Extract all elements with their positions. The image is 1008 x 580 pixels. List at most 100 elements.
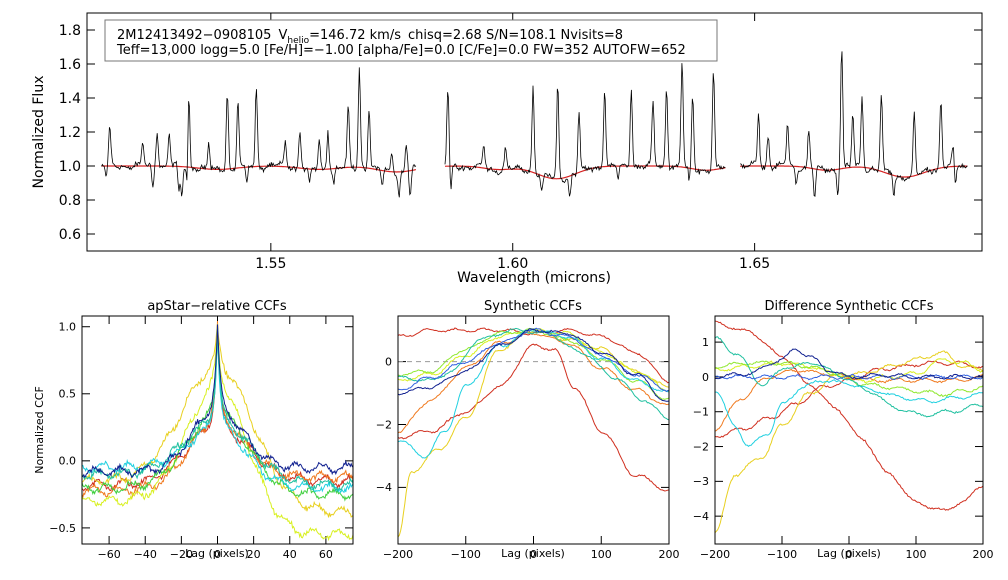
x-tick-label: −200	[700, 548, 730, 561]
ccf-line-cyan-2	[398, 327, 669, 421]
x-tick-label: −60	[97, 548, 120, 561]
y-tick-label: 1	[702, 336, 709, 349]
y-tick-label: 1.0	[59, 321, 77, 334]
ccf-line-cyan-1	[398, 329, 669, 459]
ccf-line-visit-1	[82, 324, 353, 492]
difference-ccf-title: Difference Synthetic CCFs	[764, 299, 933, 314]
annotation-vhelio-value: =146.72 km/s	[309, 28, 401, 43]
x-tick-label: 1.60	[497, 256, 528, 272]
apstar-ccf-ylabel: Normalized CCF	[33, 386, 46, 474]
difference-ccf-axes-frame	[714, 315, 984, 545]
ccf-line-navy	[715, 348, 983, 381]
x-tick-label: 100	[906, 548, 927, 561]
synthetic-ccf-ticks: −200 −100 0 100 200 −4 −2 0	[376, 316, 680, 561]
ccf-line-red-lower	[398, 343, 669, 492]
observed-spectrum-chip-1	[101, 67, 417, 198]
y-tick-label: 0.8	[59, 193, 81, 209]
x-tick-label: 1.65	[739, 256, 770, 272]
observed-spectrum-chip-2	[444, 63, 726, 197]
y-tick-label: 0	[385, 355, 392, 368]
annotation-line-1: 2M12413492−0908105 Vhelio=146.72 km/s chis…	[117, 28, 623, 46]
y-tick-label: 0.0	[59, 455, 77, 468]
spectrum-annotation-box: 2M12413492−0908105 Vhelio=146.72 km/s chis…	[104, 19, 718, 62]
spectrum-plot-area	[101, 51, 968, 198]
annotation-vhelio-label: V	[278, 28, 287, 43]
ccf-line-green	[398, 327, 669, 400]
ccf-line-lime	[398, 328, 669, 392]
apstar-ccf-axes-frame	[81, 315, 354, 545]
x-tick-label: 1.55	[255, 256, 286, 272]
ccf-line-cyan-2	[715, 336, 983, 418]
x-tick-label: 0	[530, 548, 537, 561]
x-tick-label: 200	[659, 548, 680, 561]
y-tick-label: −4	[376, 481, 392, 494]
y-tick-label: 0	[702, 371, 709, 384]
annotation-stats: chisq=2.68 S/N=108.1 Nvisits=8	[408, 28, 623, 43]
ccf-line-visit-7	[82, 327, 353, 493]
x-tick-label: 20	[247, 548, 261, 561]
x-tick-label: 100	[591, 548, 612, 561]
synthetic-ccf-panel: −200 −100 0 100 200 −4 −2 0 Synthetic CCFs Lag …	[376, 299, 680, 561]
x-tick-label: −100	[451, 548, 481, 561]
y-tick-label: 1.0	[59, 159, 81, 175]
x-tick-label: 200	[973, 548, 994, 561]
y-tick-label: 1.2	[59, 125, 81, 141]
difference-ccf-ticks: −200 −100 0 100 200 −4 −3 −2 −1 0 1	[693, 316, 994, 561]
ccf-line-visit-8	[82, 324, 353, 479]
ccf-line-visit-2	[82, 320, 353, 499]
ccf-line-red-lower	[715, 360, 983, 438]
x-tick-label: 40	[283, 548, 297, 561]
apstar-ccf-panel: −60 −40 −20 0 20 40 60 −0.5 0.0 0.5 1.0 apStar−rel…	[33, 299, 354, 561]
difference-ccf-xlabel: Lag (pixels)	[817, 547, 881, 560]
x-tick-label: −200	[383, 548, 413, 561]
y-tick-label: 1.4	[59, 91, 81, 107]
ccf-line-visit-3	[82, 323, 353, 518]
spectrum-axes-frame	[86, 12, 983, 252]
difference-ccf-plot-area	[715, 320, 983, 534]
y-tick-label: −3	[693, 475, 709, 488]
synthetic-ccf-plot-area	[398, 327, 669, 538]
ccf-line-orange	[715, 368, 983, 432]
spectrum-xlabel: Wavelength (microns)	[457, 270, 611, 286]
x-tick-label: −100	[767, 548, 797, 561]
x-tick-label: −20	[170, 548, 193, 561]
ccf-line-orange	[398, 331, 669, 434]
spectrum-ylabel: Normalized Flux	[31, 76, 47, 189]
y-tick-label: 1.6	[59, 57, 81, 73]
spectrum-panel: 1.55 1.60 1.65 0.6 0.8 1.0 1.2 1.4 1.6 1.8 Wavele…	[31, 12, 983, 286]
ccf-line-visit-5	[82, 331, 353, 502]
ccf-line-green	[715, 360, 983, 398]
y-tick-label: −1	[693, 406, 709, 419]
ccf-line-cyan-1	[715, 379, 983, 447]
y-tick-label: −4	[693, 510, 709, 523]
apstar-ccf-title: apStar−relative CCFs	[147, 299, 287, 314]
spectrum-ticks: 1.55 1.60 1.65 0.6 0.8 1.0 1.2 1.4 1.6 1.8	[59, 13, 982, 272]
annotation-frame	[104, 19, 718, 62]
x-tick-label: −40	[134, 548, 157, 561]
ccf-line-red-upper	[715, 320, 983, 511]
x-tick-label: 0	[214, 548, 221, 561]
synthetic-ccf-xlabel: Lag (pixels)	[501, 547, 565, 560]
y-tick-label: 0.6	[59, 227, 81, 243]
apstar-ccf-xlabel: Lag (pixels)	[185, 547, 249, 560]
ccf-line-blue	[398, 327, 669, 393]
synthetic-ccf-axes-frame	[397, 315, 670, 545]
y-tick-label: −0.5	[49, 522, 76, 535]
observed-spectrum-chip-3	[740, 51, 968, 197]
synthetic-ccf-title: Synthetic CCFs	[484, 299, 582, 314]
apstar-ccf-plot-area	[82, 320, 353, 542]
y-tick-label: 0.5	[59, 388, 77, 401]
x-tick-label: 0	[846, 548, 853, 561]
model-spectrum-chip-1	[101, 165, 417, 173]
annotation-vhelio-sub: helio	[287, 36, 309, 46]
y-tick-label: −2	[376, 418, 392, 431]
difference-ccf-panel: −200 −100 0 100 200 −4 −3 −2 −1 0 1 Difference Syn…	[693, 299, 994, 561]
annotation-line-2: Teff=13,000 logg=5.0 [Fe/H]=−1.00 [alpha…	[116, 43, 686, 58]
ccf-line-navy	[398, 328, 669, 402]
y-tick-label: 1.8	[59, 23, 81, 39]
apstar-ccf-ticks: −60 −40 −20 0 20 40 60 −0.5 0.0 0.5 1.0	[49, 316, 353, 561]
annotation-star: 2M12413492−0908105	[117, 28, 271, 43]
y-tick-label: −2	[693, 440, 709, 453]
